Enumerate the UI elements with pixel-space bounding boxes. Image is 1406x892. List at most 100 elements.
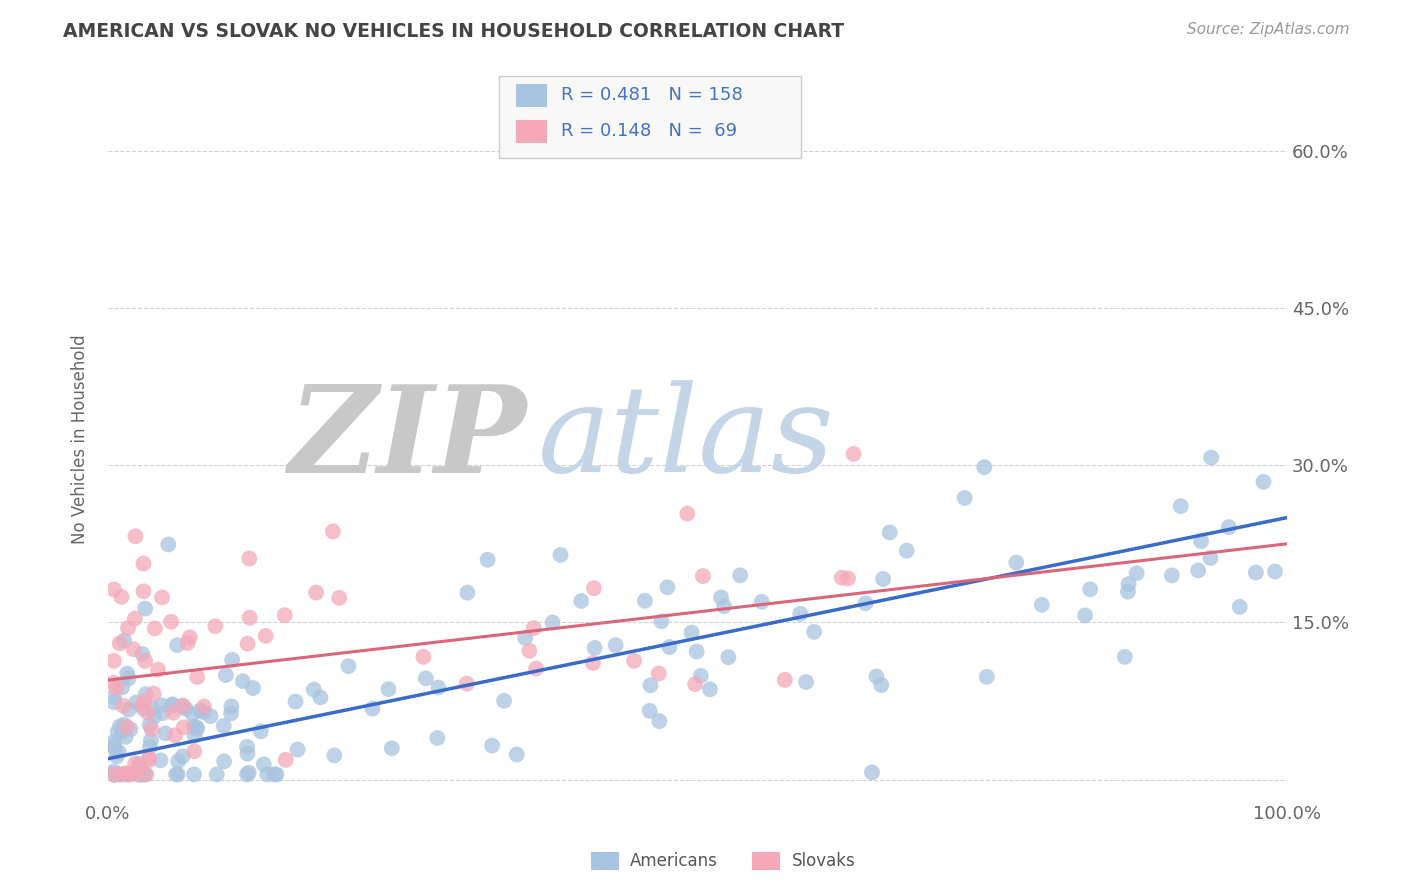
- Point: [174, 701, 197, 715]
- Point: [124, 529, 146, 543]
- Point: [1074, 608, 1097, 623]
- Point: [648, 714, 671, 729]
- Point: [103, 767, 125, 781]
- Point: [976, 670, 998, 684]
- Point: [186, 722, 208, 736]
- Point: [129, 767, 152, 781]
- Point: [751, 595, 773, 609]
- Point: [773, 673, 796, 687]
- Point: [717, 650, 740, 665]
- Point: [550, 548, 572, 562]
- Point: [322, 524, 344, 539]
- Point: [250, 724, 273, 739]
- Point: [183, 744, 205, 758]
- Point: [204, 619, 226, 633]
- Point: [146, 663, 169, 677]
- Point: [427, 681, 450, 695]
- Point: [328, 591, 350, 605]
- Point: [681, 625, 703, 640]
- Point: [515, 631, 537, 645]
- Point: [143, 709, 166, 723]
- Point: [111, 681, 134, 695]
- Point: [686, 644, 709, 658]
- Point: [143, 622, 166, 636]
- Point: [236, 767, 259, 781]
- Point: [131, 767, 153, 781]
- Point: [183, 729, 205, 743]
- Point: [238, 551, 260, 566]
- Point: [162, 706, 184, 720]
- Text: Slovaks: Slovaks: [792, 852, 855, 870]
- Point: [103, 767, 125, 781]
- Point: [141, 722, 163, 736]
- Point: [134, 601, 156, 615]
- Point: [134, 694, 156, 708]
- Point: [794, 675, 817, 690]
- Point: [132, 584, 155, 599]
- Point: [973, 460, 995, 475]
- Point: [179, 630, 201, 644]
- Point: [219, 706, 242, 721]
- Point: [215, 668, 238, 682]
- Point: [188, 704, 211, 718]
- Point: [163, 728, 186, 742]
- Point: [803, 624, 825, 639]
- Point: [117, 767, 139, 781]
- Point: [181, 706, 204, 721]
- Point: [193, 705, 215, 719]
- Point: [170, 699, 193, 714]
- Point: [134, 654, 156, 668]
- Point: [193, 699, 215, 714]
- Point: [120, 767, 142, 781]
- Point: [112, 717, 135, 731]
- Point: [103, 654, 125, 668]
- Point: [1170, 499, 1192, 513]
- Point: [605, 638, 627, 652]
- Point: [253, 757, 276, 772]
- Point: [236, 637, 259, 651]
- Point: [117, 671, 139, 685]
- Text: Americans: Americans: [630, 852, 718, 870]
- Point: [138, 753, 160, 767]
- Point: [125, 695, 148, 709]
- Point: [1229, 599, 1251, 614]
- Point: [155, 726, 177, 740]
- Point: [112, 698, 135, 713]
- Point: [107, 745, 129, 759]
- Point: [103, 582, 125, 597]
- Point: [157, 537, 180, 551]
- Point: [284, 695, 307, 709]
- Point: [139, 733, 162, 747]
- Point: [582, 581, 605, 595]
- Point: [104, 742, 127, 756]
- Point: [150, 591, 173, 605]
- Point: [183, 767, 205, 781]
- Point: [115, 666, 138, 681]
- Point: [236, 747, 259, 761]
- Point: [657, 580, 679, 594]
- Point: [110, 590, 132, 604]
- Point: [524, 662, 547, 676]
- Point: [128, 758, 150, 772]
- Point: [128, 757, 150, 772]
- Point: [115, 766, 138, 780]
- Point: [692, 569, 714, 583]
- Point: [172, 698, 194, 713]
- Point: [149, 753, 172, 767]
- Text: ZIP: ZIP: [288, 380, 526, 499]
- Point: [254, 629, 277, 643]
- Point: [337, 659, 360, 673]
- Point: [124, 756, 146, 771]
- Point: [477, 553, 499, 567]
- Point: [837, 572, 859, 586]
- Point: [523, 621, 546, 635]
- Point: [1264, 565, 1286, 579]
- Point: [879, 525, 901, 540]
- Point: [1161, 568, 1184, 582]
- Point: [111, 723, 134, 738]
- Point: [152, 706, 174, 720]
- Point: [186, 670, 208, 684]
- Point: [183, 720, 205, 734]
- Point: [412, 649, 434, 664]
- Point: [263, 767, 285, 781]
